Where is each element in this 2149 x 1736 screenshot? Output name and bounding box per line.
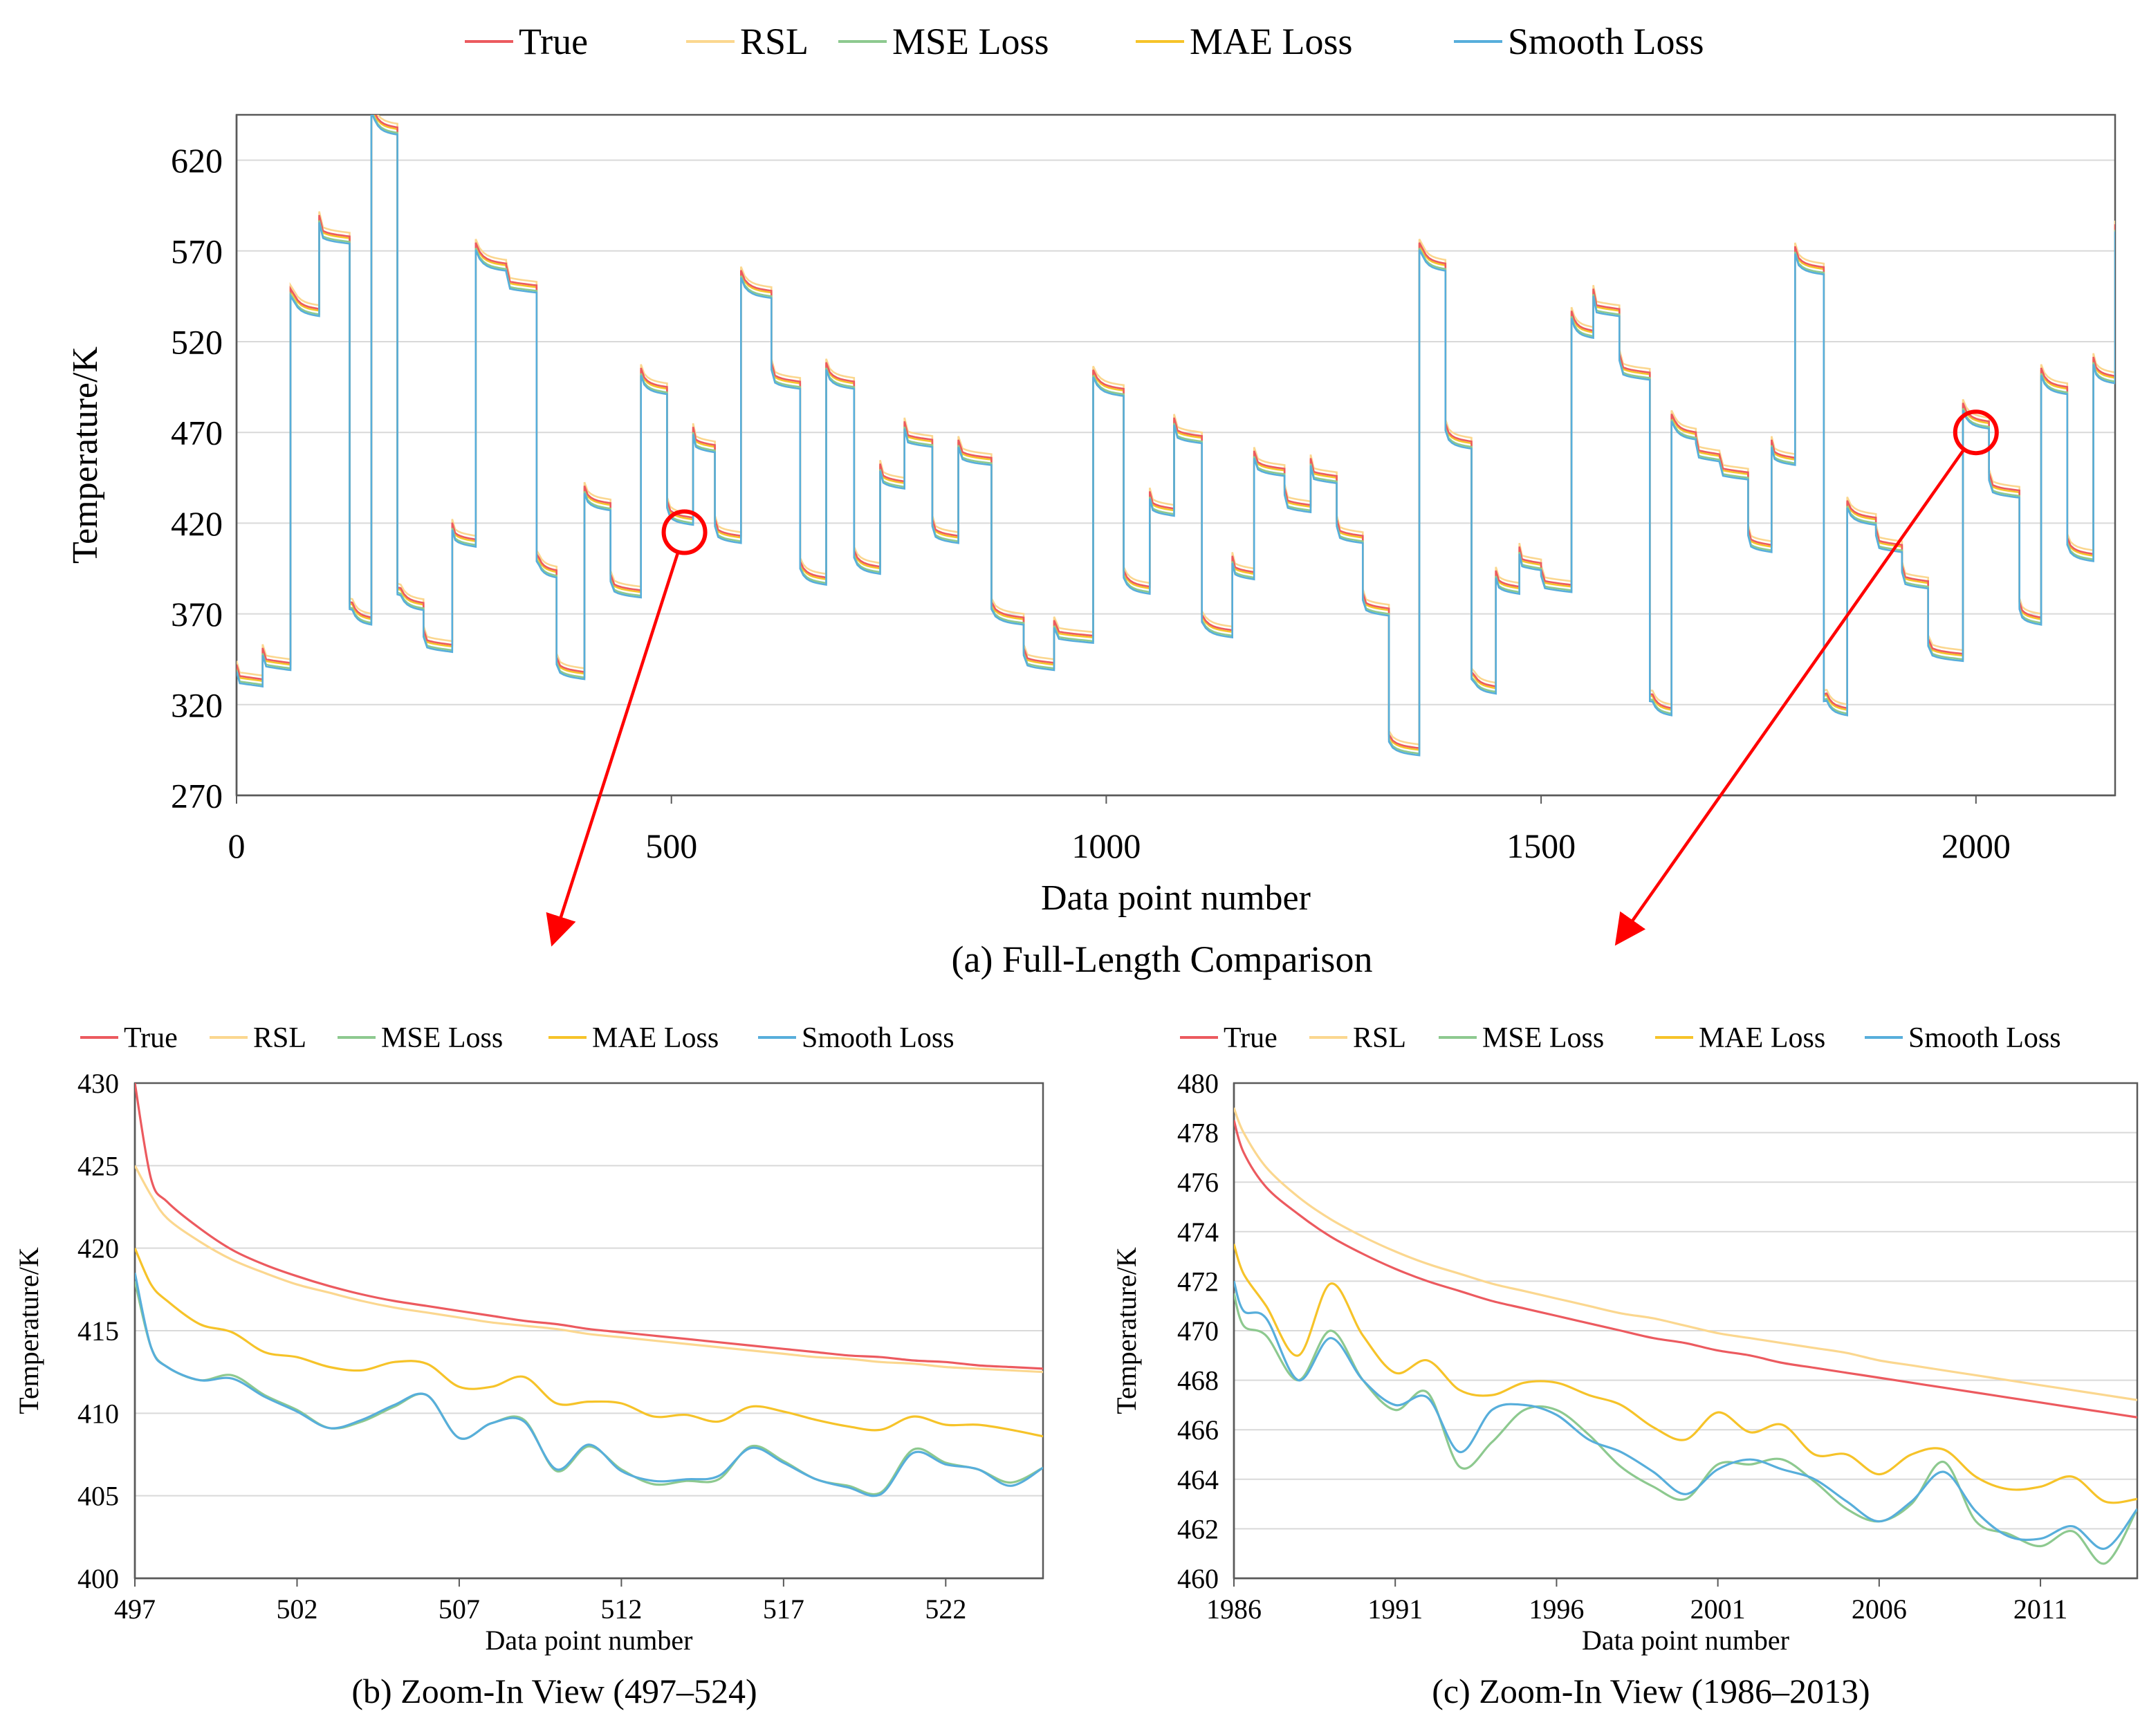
series-line-rsl (237, 115, 2115, 746)
series-line-true (237, 115, 2115, 750)
y-tick-label-270: 270 (171, 777, 223, 815)
y-tick-label-466: 466 (1177, 1414, 1219, 1446)
y-tick-label-570: 570 (171, 232, 223, 270)
series-line-smooth-loss (135, 1273, 1043, 1497)
x-axis-label: Data point number (486, 1625, 693, 1656)
panel-c-zoom-1986-2013: 460 462 464 466 468 470 472 474 476 478 480 1986 199… (1111, 1022, 2139, 1710)
legend-label-smooth-loss: Smooth Loss (1908, 1022, 2061, 1054)
zoom-annotations (546, 409, 1999, 947)
y-tick-label-472: 472 (1177, 1266, 1219, 1297)
zoom-circle-b (661, 509, 708, 555)
y-tick-label-464: 464 (1177, 1464, 1219, 1495)
legend-label-mse-loss: MSE Loss (381, 1022, 503, 1054)
legend-label-mae-loss: MAE Loss (1699, 1022, 1825, 1054)
legend-label-mae-loss: MAE Loss (592, 1022, 719, 1054)
y-tick-label-425: 425 (77, 1150, 119, 1181)
series-line-true (1234, 1120, 2137, 1419)
x-tick-label-507: 507 (439, 1594, 480, 1625)
x-axis-label: Data point number (1582, 1625, 1789, 1656)
series-line-mae-loss (135, 1248, 1043, 1438)
legend-label-mse-loss: MSE Loss (892, 21, 1049, 62)
panel-a-full-length: 270 320 370 420 470 520 570 620 0 500 1000 1500 2000… (66, 21, 2116, 980)
x-tick-label-2001: 2001 (1690, 1594, 1746, 1625)
x-tick-label-1986: 1986 (1206, 1594, 1262, 1625)
panel-caption: (b) Zoom-In View (497–524) (351, 1672, 757, 1710)
x-tick-label-1000: 1000 (1071, 827, 1141, 865)
series-line-smooth-loss (1234, 1280, 2137, 1550)
series-line-mae-loss (1234, 1244, 2137, 1504)
y-tick-label-460: 460 (1177, 1563, 1219, 1594)
x-axis-label: Data point number (1041, 878, 1311, 918)
x-tick-label-2000: 2000 (1942, 827, 2011, 865)
series-line-mse-loss (135, 1281, 1043, 1496)
series-line-rsl (135, 1165, 1043, 1374)
legend-label-true: True (124, 1022, 178, 1054)
y-tick-label-470: 470 (1177, 1315, 1219, 1347)
legend-label-smooth-loss: Smooth Loss (1508, 21, 1704, 62)
y-tick-label-470: 470 (171, 414, 223, 452)
plot-frame (1233, 1082, 2139, 1580)
y-tick-label-476: 476 (1177, 1167, 1219, 1198)
x-tick-label-500: 500 (645, 827, 697, 865)
x-tick-label-1500: 1500 (1506, 827, 1576, 865)
series-line-smooth-loss (237, 115, 2115, 757)
y-axis-label: Temperature/K (66, 347, 105, 564)
y-tick-label-320: 320 (171, 685, 223, 724)
y-tick-label-462: 462 (1177, 1513, 1219, 1544)
x-tick-label-1996: 1996 (1529, 1594, 1584, 1625)
legend-label-true: True (1224, 1022, 1278, 1054)
panel-caption: (a) Full-Length Comparison (952, 939, 1373, 980)
zoom-arrow-c (1614, 448, 1966, 946)
series-line-rsl (1234, 1107, 2137, 1401)
legend-label-true: True (519, 21, 588, 62)
y-tick-label-468: 468 (1177, 1365, 1219, 1396)
series-line-mae-loss (237, 115, 2115, 751)
panel-caption: (c) Zoom-In View (1986–2013) (1432, 1672, 1870, 1710)
series-line-true (135, 1083, 1043, 1370)
legend-label-smooth-loss: Smooth Loss (802, 1022, 954, 1054)
legend-label-rsl: RSL (253, 1022, 306, 1054)
legend-label-rsl: RSL (1353, 1022, 1406, 1054)
y-tick-label-420: 420 (171, 504, 223, 543)
y-tick-label-478: 478 (1177, 1118, 1219, 1149)
y-tick-label-370: 370 (171, 595, 223, 634)
y-tick-label-420: 420 (77, 1233, 119, 1264)
x-tick-label-1991: 1991 (1367, 1594, 1423, 1625)
legend-label-mae-loss: MAE Loss (1190, 21, 1353, 62)
x-tick-label-522: 522 (925, 1594, 966, 1625)
y-tick-label-400: 400 (77, 1563, 119, 1594)
legend-label-rsl: RSL (740, 21, 809, 62)
x-tick-label-497: 497 (114, 1594, 156, 1625)
zoom-circle-c (1953, 409, 1999, 456)
y-tick-label-430: 430 (77, 1068, 119, 1099)
y-tick-label-415: 415 (77, 1315, 119, 1347)
y-axis-label: Temperature/K (1111, 1247, 1142, 1414)
legend-label-mse-loss: MSE Loss (1482, 1022, 1604, 1054)
y-tick-label-480: 480 (1177, 1068, 1219, 1099)
x-tick-label-512: 512 (600, 1594, 642, 1625)
series-line-mse-loss (1234, 1293, 2137, 1565)
y-tick-label-410: 410 (77, 1398, 119, 1429)
zoom-arrow-b (546, 551, 680, 947)
y-tick-label-520: 520 (171, 323, 223, 362)
plot-frame (133, 1082, 1044, 1580)
series-line-mse-loss (237, 115, 2115, 755)
x-tick-label-502: 502 (276, 1594, 317, 1625)
plot-frame (235, 113, 2116, 797)
y-tick-label-405: 405 (77, 1481, 119, 1512)
y-tick-label-474: 474 (1177, 1217, 1219, 1248)
x-tick-label-0: 0 (228, 827, 246, 865)
x-tick-label-517: 517 (763, 1594, 804, 1625)
y-axis-label: Temperature/K (13, 1247, 44, 1414)
x-tick-label-2011: 2011 (2013, 1594, 2068, 1625)
x-tick-label-2006: 2006 (1852, 1594, 1907, 1625)
panel-b-zoom-497-524: 400 405 410 415 420 425 430 497 502 507 512 517 522 D… (13, 1022, 1044, 1710)
y-tick-label-620: 620 (171, 141, 223, 180)
